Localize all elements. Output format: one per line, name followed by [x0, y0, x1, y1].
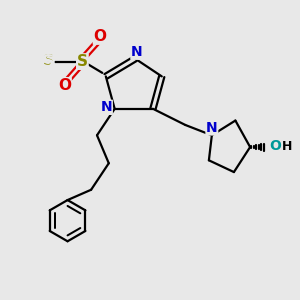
- Text: O: O: [269, 140, 281, 154]
- Text: H: H: [282, 140, 292, 153]
- Text: N: N: [206, 121, 218, 135]
- Text: N: N: [100, 100, 112, 114]
- Text: O: O: [93, 29, 106, 44]
- Text: S: S: [43, 54, 54, 69]
- Text: S: S: [42, 53, 55, 71]
- Text: S: S: [77, 54, 88, 69]
- Text: N: N: [131, 45, 142, 59]
- Text: S: S: [77, 54, 88, 69]
- Text: O: O: [58, 78, 71, 93]
